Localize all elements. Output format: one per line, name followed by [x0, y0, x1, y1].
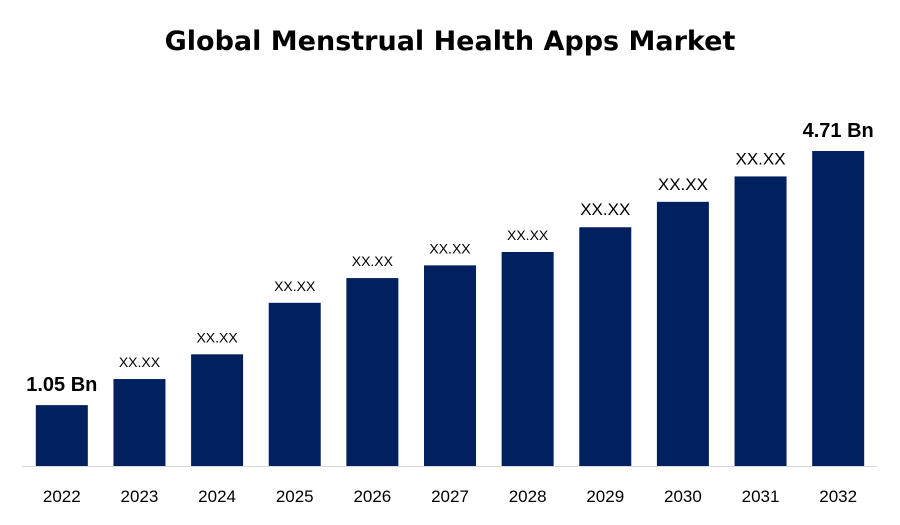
bar-2025: [268, 302, 321, 466]
data-label: 1.05 Bn: [26, 374, 97, 396]
bar-2029: [579, 227, 632, 466]
x-tick-label: 2023: [121, 487, 159, 506]
bar-2028: [501, 251, 554, 466]
bar-2031: [734, 176, 787, 467]
data-label: XX.XX: [735, 149, 785, 168]
chart-title: Global Menstrual Health Apps Market: [165, 26, 736, 57]
x-tick-label: 2031: [742, 487, 780, 506]
x-tick-label: 2032: [819, 487, 857, 506]
x-tick-label: 2029: [586, 487, 624, 506]
bar-2022: [35, 405, 88, 466]
x-tick-label: 2028: [509, 487, 547, 506]
data-label: XX.XX: [352, 253, 394, 269]
data-label: XX.XX: [507, 227, 549, 243]
bar-2030: [656, 201, 709, 467]
bar-2032: [812, 151, 865, 466]
data-label: XX.XX: [658, 175, 708, 194]
x-tick-label: 2022: [43, 487, 81, 506]
data-label: XX.XX: [196, 329, 238, 345]
x-tick-label: 2025: [276, 487, 314, 506]
bar-2024: [191, 354, 244, 466]
bar-2023: [113, 379, 166, 466]
x-tick-label: 2027: [431, 487, 469, 506]
x-tick-label: 2030: [664, 487, 702, 506]
data-label: XX.XX: [119, 354, 161, 370]
bar-2027: [424, 265, 476, 466]
data-label: XX.XX: [429, 240, 471, 256]
x-tick-label: 2026: [353, 487, 391, 506]
x-tick-label: 2024: [198, 487, 236, 506]
data-label: 4.71 Bn: [803, 120, 874, 142]
data-label: XX.XX: [580, 200, 630, 219]
data-label: XX.XX: [274, 278, 316, 294]
bar-2026: [346, 278, 399, 466]
